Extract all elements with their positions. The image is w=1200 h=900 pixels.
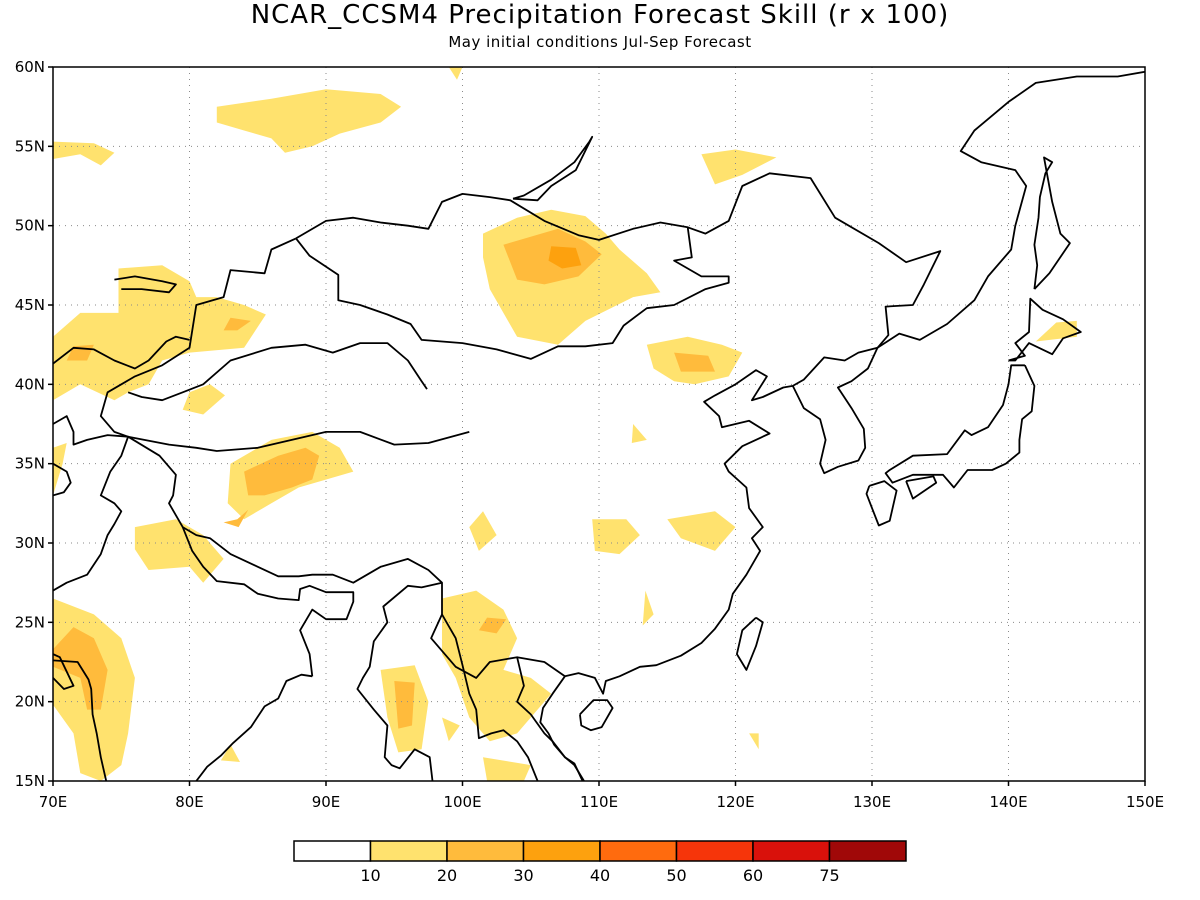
skill-region-level-1 bbox=[442, 590, 552, 742]
lon-tick-label: 110E bbox=[580, 793, 618, 811]
colorbar-swatch bbox=[675, 840, 754, 862]
skill-region-level-1 bbox=[642, 590, 654, 626]
lon-tick-label: 150E bbox=[1126, 793, 1164, 811]
colorbar-label: 40 bbox=[590, 866, 610, 885]
skill-shading bbox=[53, 67, 1077, 781]
colorbar-swatch bbox=[522, 840, 601, 862]
lon-tick-label: 90E bbox=[312, 793, 341, 811]
coastlines bbox=[53, 70, 1145, 781]
lat-tick-label: 40N bbox=[15, 375, 45, 393]
skill-region-level-2 bbox=[244, 447, 320, 496]
lat-tick-label: 20N bbox=[15, 693, 45, 711]
colorbar: 10 20 30 40 50 60 75 bbox=[293, 840, 907, 885]
boundary-kazakh-lakes bbox=[114, 275, 177, 294]
lat-tick-label: 45N bbox=[15, 296, 45, 314]
lat-tick-label: 55N bbox=[15, 137, 45, 155]
boundary-india-coast-east bbox=[195, 673, 313, 781]
colorbar-label: 30 bbox=[513, 866, 533, 885]
boundary-mongolia-border bbox=[295, 192, 730, 360]
boundary-tarim-basin bbox=[127, 342, 428, 402]
skill-region-level-1 bbox=[220, 744, 240, 762]
boundary-afghan-border bbox=[53, 462, 72, 497]
skill-region-level-1 bbox=[134, 519, 224, 583]
colorbar-swatch bbox=[828, 840, 907, 862]
skill-region-level-1 bbox=[216, 89, 402, 153]
boundary-kyushu bbox=[865, 480, 898, 527]
boundary-russia-coast bbox=[877, 70, 1145, 349]
lon-tick-label: 120E bbox=[716, 793, 754, 811]
boundary-honshu bbox=[884, 364, 1036, 489]
boundary-taiwan bbox=[736, 616, 764, 671]
boundary-baikal bbox=[512, 135, 594, 202]
boundary-china-kazakh-border bbox=[99, 237, 297, 438]
lat-tick-label: 25N bbox=[15, 613, 45, 631]
skill-region-level-1 bbox=[182, 384, 225, 415]
skill-region-level-1 bbox=[53, 265, 266, 401]
skill-region-level-1 bbox=[631, 424, 647, 443]
boundary-se-asia-border bbox=[356, 581, 443, 781]
lon-tick-label: 140E bbox=[989, 793, 1027, 811]
colorbar-label: 20 bbox=[437, 866, 457, 885]
lat-tick-label: 60N bbox=[15, 58, 45, 76]
skill-region-level-1 bbox=[749, 733, 759, 750]
skill-region-level-1 bbox=[53, 443, 67, 496]
colorbar-swatch bbox=[293, 840, 372, 862]
lon-tick-label: 130E bbox=[853, 793, 891, 811]
colorbar-label: 10 bbox=[360, 866, 380, 885]
lon-tick-label: 100E bbox=[443, 793, 481, 811]
boundary-hokkaido bbox=[1008, 297, 1082, 362]
skill-region-level-1 bbox=[469, 511, 497, 551]
lat-tick-label: 30N bbox=[15, 534, 45, 552]
boundary-russia-china-border bbox=[687, 172, 942, 387]
boundary-korea bbox=[791, 347, 879, 475]
map-title: NCAR_CCSM4 Precipitation Forecast Skill … bbox=[250, 0, 950, 30]
skill-region-level-2 bbox=[53, 627, 108, 710]
skill-region-level-1 bbox=[448, 67, 463, 80]
skill-region-level-1 bbox=[592, 519, 640, 555]
skill-region-level-2 bbox=[223, 317, 251, 331]
colorbar-swatch bbox=[446, 840, 525, 862]
skill-region-level-2 bbox=[394, 681, 415, 729]
colorbar-label: 60 bbox=[743, 866, 763, 885]
skill-region-level-1 bbox=[667, 511, 736, 551]
boundary-india-nepal bbox=[181, 526, 355, 677]
lon-tick-label: 70E bbox=[39, 793, 68, 811]
lat-tick-label: 50N bbox=[15, 217, 45, 235]
colorbar-label: 50 bbox=[666, 866, 686, 885]
boundary-kunlun bbox=[127, 430, 470, 452]
boundary-hainan bbox=[579, 699, 614, 732]
map-subtitle: May initial conditions Jul-Sep Forecast bbox=[448, 33, 752, 51]
skill-region-level-2 bbox=[223, 509, 249, 528]
boundary-aral-region bbox=[53, 335, 190, 370]
boundary-india-coast-west bbox=[53, 659, 108, 781]
skill-region-level-3 bbox=[548, 246, 582, 269]
colorbar-swatch bbox=[369, 840, 448, 862]
lat-tick-label: 35N bbox=[15, 455, 45, 473]
skill-region-level-1 bbox=[53, 141, 115, 166]
boundary-china-himalaya-border bbox=[127, 435, 566, 679]
graticule bbox=[53, 67, 1145, 781]
skill-region-level-1 bbox=[701, 149, 777, 185]
skill-region-level-1 bbox=[483, 757, 531, 781]
lat-tick-label: 15N bbox=[15, 772, 45, 790]
skill-region-level-2 bbox=[478, 617, 507, 634]
boundary-pakistan-border bbox=[53, 415, 130, 592]
boundary-kathiawar bbox=[53, 653, 75, 690]
latitude-axis: 60N 55N 50N 45N 40N 35N 30N 25N 20N 15N bbox=[15, 58, 53, 790]
boundary-vietnam-coast bbox=[539, 675, 584, 781]
colorbar-label: 75 bbox=[819, 866, 839, 885]
skill-region-level-1 bbox=[442, 717, 460, 742]
lon-tick-label: 80E bbox=[175, 793, 204, 811]
boundary-china-coast bbox=[564, 369, 793, 695]
boundary-shikoku bbox=[905, 475, 938, 500]
colorbar-swatch bbox=[752, 840, 831, 862]
colorbar-swatch bbox=[599, 840, 678, 862]
longitude-axis: 70E 80E 90E 100E 110E 120E 130E 140E 150E bbox=[39, 781, 1164, 811]
boundary-sakhalin bbox=[1033, 156, 1071, 290]
boundary-thai-border bbox=[441, 613, 539, 781]
skill-region-level-2 bbox=[674, 352, 715, 372]
